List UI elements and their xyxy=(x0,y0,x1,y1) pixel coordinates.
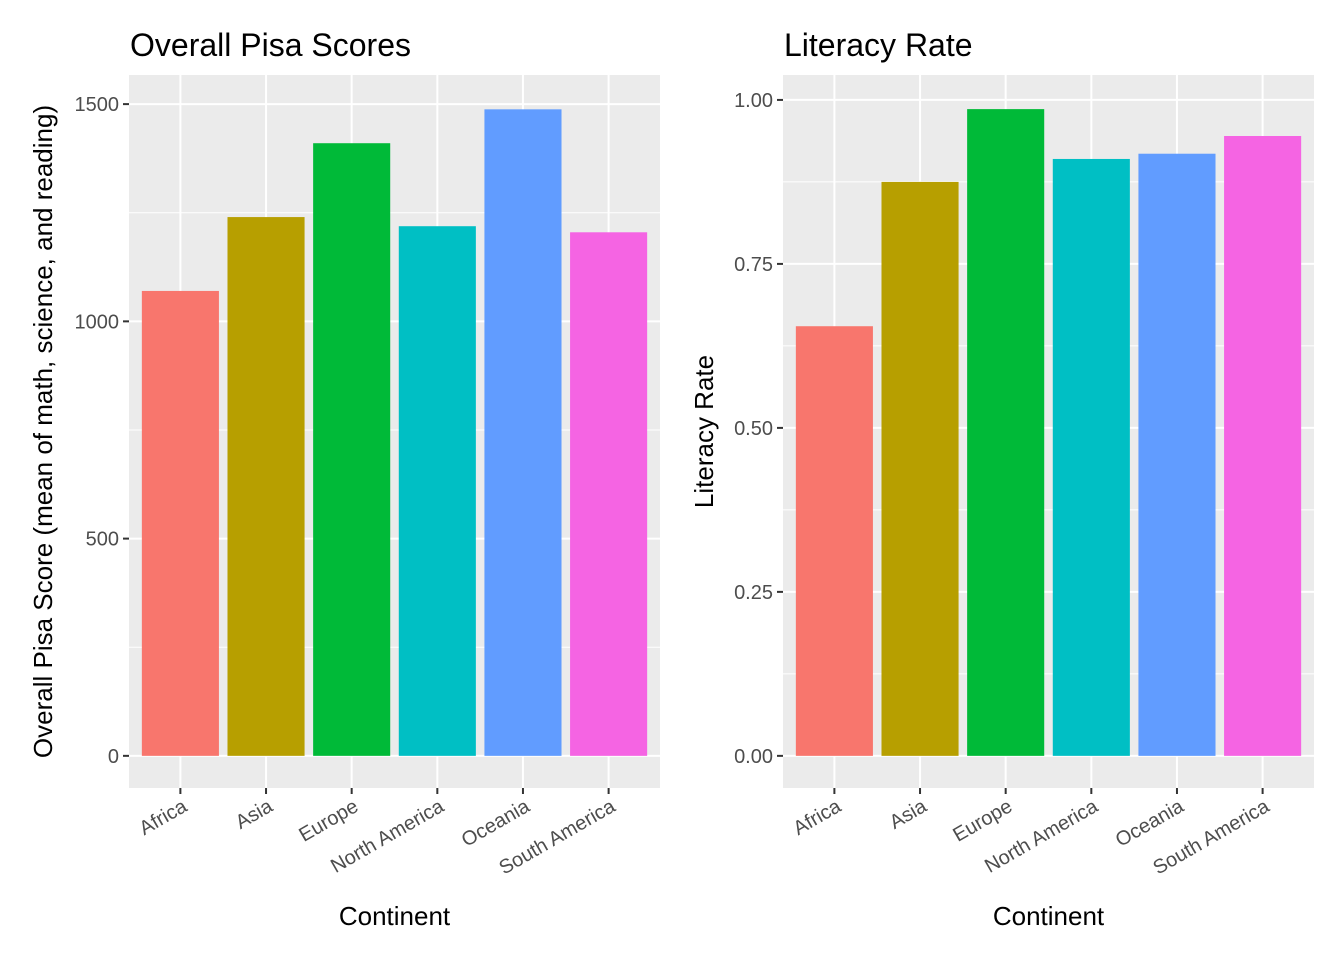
y-tick-label: 0.50 xyxy=(734,418,773,440)
x-tick-label: Africa xyxy=(136,795,192,840)
x-tick-label: Oceania xyxy=(1112,795,1188,852)
bar-asia xyxy=(881,181,959,756)
bar-europe xyxy=(313,143,391,756)
bar-europe xyxy=(967,109,1045,756)
x-tick-label: Europe xyxy=(295,795,362,846)
x-tick-label: Europe xyxy=(949,795,1016,846)
x-axis-title: Continent xyxy=(993,901,1105,931)
x-axis-title: Continent xyxy=(339,901,451,931)
bar-africa xyxy=(795,326,873,756)
y-tick-label: 1000 xyxy=(75,311,120,333)
bar-north-america xyxy=(398,226,476,756)
x-tick-label: Africa xyxy=(790,795,846,840)
x-tick-label: Asia xyxy=(232,795,277,834)
y-tick-label: 500 xyxy=(86,529,119,551)
y-tick-label: 0.75 xyxy=(734,254,773,276)
y-tick-label: 0.00 xyxy=(734,746,773,768)
bar-south-america xyxy=(1224,136,1302,756)
y-axis-title: Literacy Rate xyxy=(689,355,719,508)
bar-north-america xyxy=(1052,158,1130,756)
y-tick-label: 1500 xyxy=(75,94,120,116)
bar-asia xyxy=(227,217,305,756)
bar-oceania xyxy=(1138,153,1216,756)
x-tick-label: Asia xyxy=(886,795,931,834)
y-tick-label: 0.25 xyxy=(734,582,773,604)
bar-south-america xyxy=(570,232,648,756)
x-tick-label: Oceania xyxy=(458,795,534,852)
bar-oceania xyxy=(484,109,562,756)
y-axis-title: Overall Pisa Score (mean of math, scienc… xyxy=(28,105,58,758)
y-tick-label: 1.00 xyxy=(734,90,773,112)
y-tick-label: 0 xyxy=(108,746,119,768)
bar-africa xyxy=(141,290,219,756)
chart-title: Overall Pisa Scores xyxy=(130,27,411,63)
chart-title: Literacy Rate xyxy=(784,27,973,63)
